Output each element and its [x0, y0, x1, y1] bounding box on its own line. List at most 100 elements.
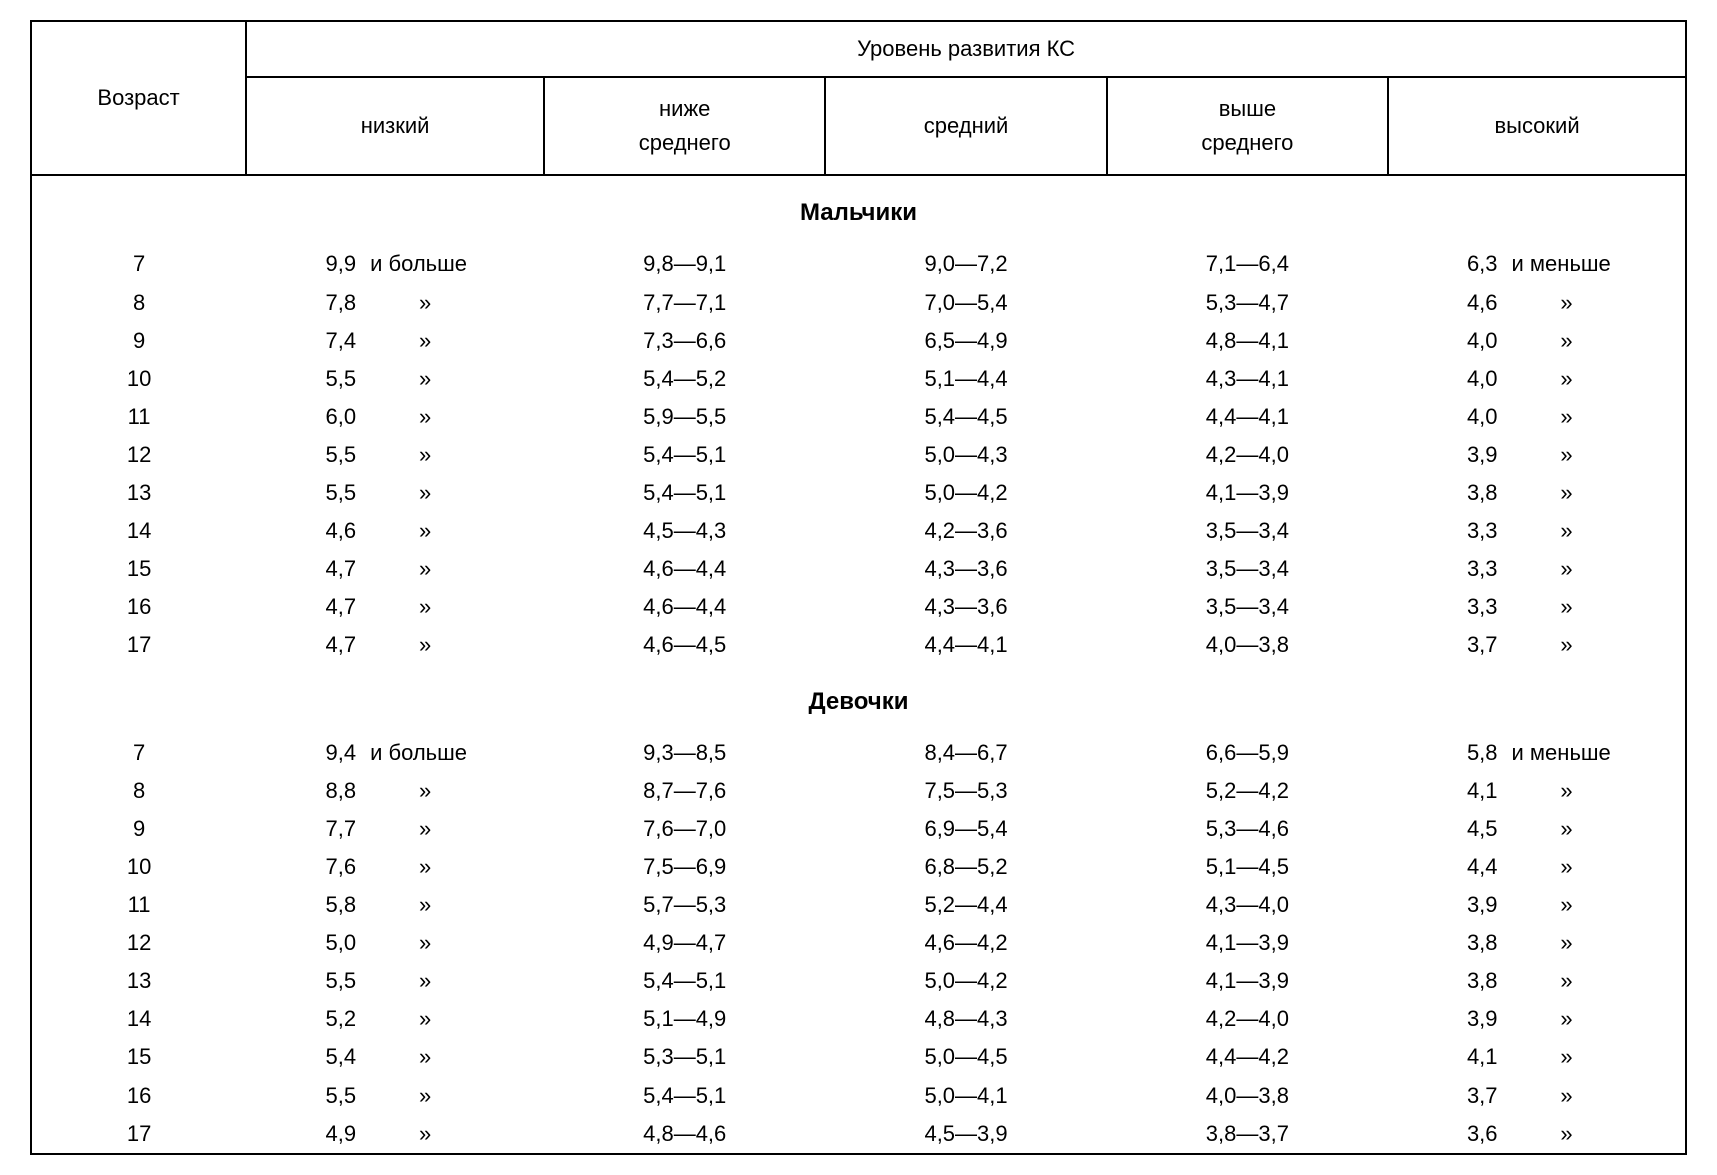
ditto-mark: »	[370, 812, 480, 846]
cell-avg: 5,0—4,1	[825, 1077, 1106, 1115]
cell-above-avg: 3,8—3,7	[1107, 1115, 1388, 1154]
cell-high-num: 3,3	[1452, 590, 1498, 624]
cell-age: 7	[31, 245, 246, 283]
cell-below-avg: 5,4—5,1	[544, 474, 825, 512]
cell-low-num: 4,7	[310, 590, 356, 624]
cell-above-avg: 4,2—4,0	[1107, 1000, 1388, 1038]
ditto-mark: »	[370, 514, 480, 548]
ditto-mark: »	[1512, 324, 1622, 358]
ditto-mark: »	[370, 628, 480, 662]
ditto-mark: »	[1512, 812, 1622, 846]
cell-high-word: и меньше	[1512, 736, 1622, 770]
cell-age: 13	[31, 474, 246, 512]
cell-low: 5,5»	[246, 360, 544, 398]
cell-high: 3,7»	[1388, 626, 1686, 664]
cell-high: 4,5 »	[1388, 810, 1686, 848]
cell-low: 6,0»	[246, 398, 544, 436]
cell-low-num: 7,7	[310, 812, 356, 846]
cell-low: 7,4»	[246, 322, 544, 360]
cell-above-avg: 4,1—3,9	[1107, 924, 1388, 962]
ditto-mark: »	[1512, 476, 1622, 510]
header-age: Возраст	[31, 21, 246, 175]
cell-age: 10	[31, 360, 246, 398]
cell-high-num: 4,6	[1452, 286, 1498, 320]
cell-age: 11	[31, 398, 246, 436]
cell-low-num: 4,7	[310, 628, 356, 662]
cell-high: 4,0 »	[1388, 360, 1686, 398]
cell-above-avg: 7,1—6,4	[1107, 245, 1388, 283]
ditto-mark: »	[370, 324, 480, 358]
cell-high-num: 3,6	[1452, 1117, 1498, 1151]
cell-below-avg: 5,4—5,1	[544, 1077, 825, 1115]
cell-avg: 5,0—4,2	[825, 962, 1106, 1000]
ditto-mark: »	[1512, 1002, 1622, 1036]
cell-high: 3,6»	[1388, 1115, 1686, 1154]
ditto-mark: »	[1512, 362, 1622, 396]
cell-high: 4,6 »	[1388, 284, 1686, 322]
cell-age: 12	[31, 924, 246, 962]
ditto-mark: »	[370, 400, 480, 434]
cell-low-num: 4,9	[310, 1117, 356, 1151]
cell-above-avg: 4,1—3,9	[1107, 474, 1388, 512]
cell-below-avg: 8,7—7,6	[544, 772, 825, 810]
cell-high-num: 3,8	[1452, 926, 1498, 960]
ditto-mark: »	[370, 286, 480, 320]
cell-above-avg: 4,0—3,8	[1107, 1077, 1388, 1115]
cell-above-avg: 4,3—4,0	[1107, 886, 1388, 924]
cell-low-num: 4,6	[310, 514, 356, 548]
cell-avg: 6,9—5,4	[825, 810, 1106, 848]
cell-above-avg: 5,3—4,7	[1107, 284, 1388, 322]
cell-high-num: 3,8	[1452, 964, 1498, 998]
cell-below-avg: 9,3—8,5	[544, 734, 825, 772]
cell-high: 3,8»	[1388, 924, 1686, 962]
cell-below-avg: 4,6—4,4	[544, 550, 825, 588]
cell-avg: 5,0—4,2	[825, 474, 1106, 512]
cell-low: 5,5»	[246, 436, 544, 474]
ditto-mark: »	[1512, 514, 1622, 548]
cell-low-num: 5,4	[310, 1040, 356, 1074]
cell-below-avg: 7,6—7,0	[544, 810, 825, 848]
cell-avg: 4,5—3,9	[825, 1115, 1106, 1154]
cell-high-num: 4,5	[1452, 812, 1498, 846]
ditto-mark: »	[370, 552, 480, 586]
cell-high: 3,9»	[1388, 1000, 1686, 1038]
cell-above-avg: 3,5—3,4	[1107, 550, 1388, 588]
ditto-mark: »	[1512, 888, 1622, 922]
ditto-mark: »	[1512, 286, 1622, 320]
cell-above-avg: 4,4—4,2	[1107, 1038, 1388, 1076]
cell-avg: 5,0—4,3	[825, 436, 1106, 474]
cell-age: 17	[31, 626, 246, 664]
cell-high: 3,8»	[1388, 962, 1686, 1000]
ditto-mark: »	[1512, 850, 1622, 884]
ditto-mark: »	[370, 850, 480, 884]
cell-above-avg: 4,0—3,8	[1107, 626, 1388, 664]
cell-avg: 4,3—3,6	[825, 588, 1106, 626]
cell-below-avg: 5,4—5,2	[544, 360, 825, 398]
cell-below-avg: 7,7—7,1	[544, 284, 825, 322]
cell-below-avg: 7,3—6,6	[544, 322, 825, 360]
cell-age: 14	[31, 512, 246, 550]
cell-low-num: 5,0	[310, 926, 356, 960]
table-body: Мальчики79,9и больше9,8—9,19,0—7,27,1—6,…	[31, 175, 1686, 1153]
cell-high-word: и меньше	[1512, 247, 1622, 281]
cell-below-avg: 5,3—5,1	[544, 1038, 825, 1076]
cell-low: 5,0»	[246, 924, 544, 962]
ditto-mark: »	[370, 964, 480, 998]
cell-high: 3,8»	[1388, 474, 1686, 512]
cell-low: 5,5»	[246, 1077, 544, 1115]
cell-avg: 5,0—4,5	[825, 1038, 1106, 1076]
cell-below-avg: 5,4—5,1	[544, 962, 825, 1000]
ditto-mark: »	[370, 888, 480, 922]
cell-above-avg: 4,4—4,1	[1107, 398, 1388, 436]
table-header: Возраст Уровень развития КС низкий ниже …	[31, 21, 1686, 175]
cell-below-avg: 4,5—4,3	[544, 512, 825, 550]
cell-age: 10	[31, 848, 246, 886]
cell-below-avg: 7,5—6,9	[544, 848, 825, 886]
cell-high: 5,8и меньше	[1388, 734, 1686, 772]
cell-above-avg: 4,3—4,1	[1107, 360, 1388, 398]
ditto-mark: »	[1512, 590, 1622, 624]
cell-low-num: 9,4	[310, 736, 356, 770]
ks-table: Возраст Уровень развития КС низкий ниже …	[30, 20, 1687, 1155]
cell-above-avg: 5,3—4,6	[1107, 810, 1388, 848]
cell-high-num: 4,0	[1452, 362, 1498, 396]
